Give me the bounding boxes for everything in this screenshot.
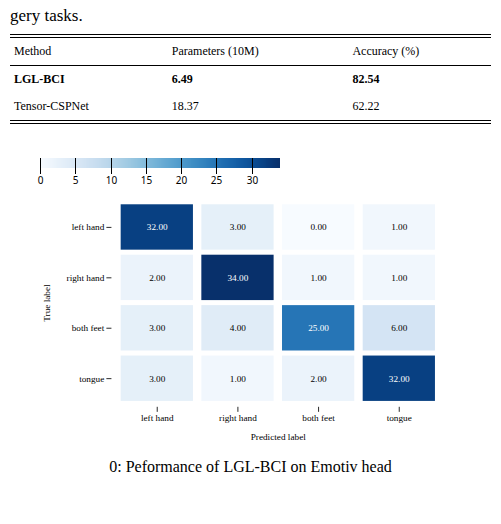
html-text:82.54: 82.54 [352,72,380,86]
svg-text:10: 10 [106,173,118,187]
svg-text:6.00: 6.00 [391,323,408,333]
svg-text:32.00: 32.00 [389,374,410,384]
svg-text:32.00: 32.00 [147,222,168,232]
svg-text:25.00: 25.00 [308,323,329,333]
svg-text:tongue: tongue [387,413,412,423]
svg-text:0: 0 [38,173,44,187]
svg-text:2.00: 2.00 [310,374,327,384]
svg-text:right hand: right hand [67,273,105,283]
html-text:62.22: 62.22 [352,99,380,113]
svg-text:5: 5 [73,173,79,187]
svg-text:3.00: 3.00 [149,374,166,384]
html-text:LGL-BCI: LGL-BCI [14,72,65,86]
svg-text:1.00: 1.00 [230,374,247,384]
svg-text:1.00: 1.00 [391,222,408,232]
svg-text:20: 20 [176,173,188,187]
svg-text:4.00: 4.00 [230,323,247,333]
svg-text:0.00: 0.00 [310,222,327,232]
svg-text:both feet: both feet [302,413,335,423]
svg-text:1.00: 1.00 [391,273,408,283]
svg-text:34.00: 34.00 [228,273,249,283]
svg-text:True label: True label [42,284,52,322]
svg-text:left hand: left hand [141,413,174,423]
svg-text:25: 25 [211,173,223,187]
svg-text:left hand: left hand [72,222,105,232]
html-text:Accuracy (%): Accuracy (%) [352,44,420,58]
svg-text:15: 15 [141,173,153,187]
svg-text:right hand: right hand [219,413,257,423]
html-text:Method: Method [14,44,52,58]
svg-text:Predicted label: Predicted label [251,432,307,442]
html-text:Parameters (10M): Parameters (10M) [171,44,259,58]
html-text:0: Peformance of LGL-BCI on Em: 0: Peformance of LGL-BCI on Emotiv head [109,458,392,476]
svg-text:both feet: both feet [72,323,105,333]
svg-text:3.00: 3.00 [149,323,166,333]
html-text:6.49: 6.49 [171,72,193,86]
html-text:Tensor-CSPNet: Tensor-CSPNet [14,99,89,113]
svg-text:tongue: tongue [79,374,104,384]
svg-text:1.00: 1.00 [310,273,327,283]
html-text:gery tasks.: gery tasks. [10,6,83,25]
svg-text:2.00: 2.00 [149,273,166,283]
svg-text:30: 30 [247,173,259,187]
html-text:18.37: 18.37 [171,99,199,113]
svg-text:3.00: 3.00 [230,222,247,232]
